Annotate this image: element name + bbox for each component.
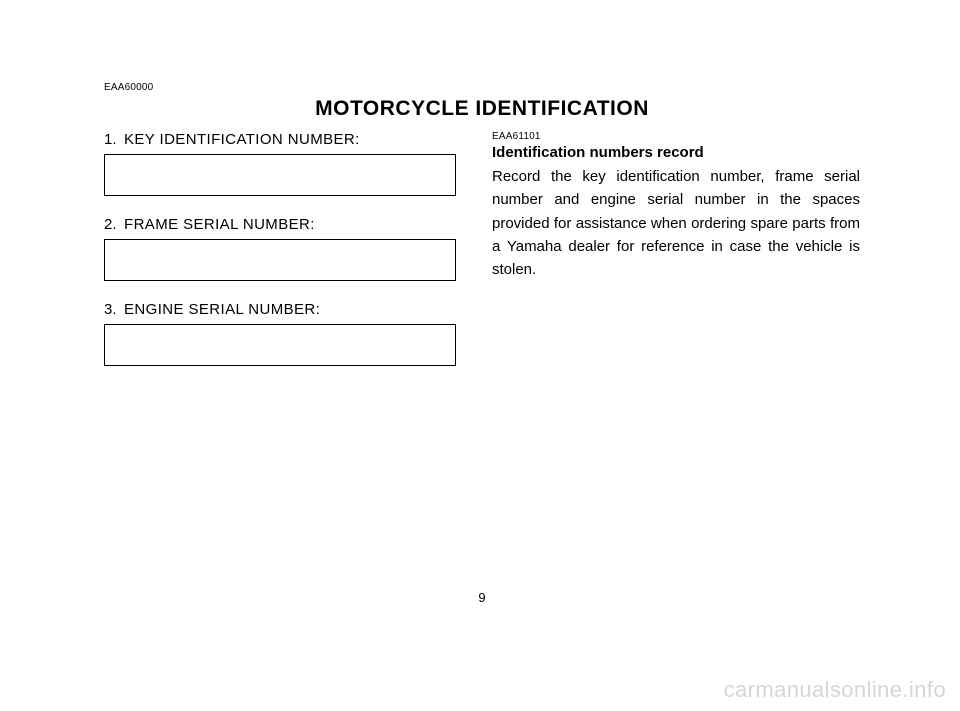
field-number: 1.: [104, 131, 124, 148]
page-number: 9: [104, 590, 860, 605]
input-box-key-id: [104, 154, 456, 196]
section-body: Record the key identification number, fr…: [492, 165, 860, 281]
page-title: MOTORCYCLE IDENTIFICATION: [104, 97, 860, 121]
field-label: 3. ENGINE SERIAL NUMBER:: [104, 301, 456, 318]
input-box-frame-serial: [104, 239, 456, 281]
field-label: 2. FRAME SERIAL NUMBER:: [104, 216, 456, 233]
field-text: ENGINE SERIAL NUMBER:: [124, 301, 320, 318]
manual-page: EAA60000 MOTORCYCLE IDENTIFICATION 1. KE…: [104, 82, 860, 386]
field-key-id: 1. KEY IDENTIFICATION NUMBER:: [104, 131, 456, 196]
right-column: EAA61101 Identification numbers record R…: [492, 131, 860, 386]
field-number: 3.: [104, 301, 124, 318]
field-frame-serial: 2. FRAME SERIAL NUMBER:: [104, 216, 456, 281]
section-heading: Identification numbers record: [492, 144, 860, 161]
left-column: 1. KEY IDENTIFICATION NUMBER: 2. FRAME S…: [104, 131, 456, 386]
two-column-layout: 1. KEY IDENTIFICATION NUMBER: 2. FRAME S…: [104, 131, 860, 386]
field-label: 1. KEY IDENTIFICATION NUMBER:: [104, 131, 456, 148]
input-box-engine-serial: [104, 324, 456, 366]
field-engine-serial: 3. ENGINE SERIAL NUMBER:: [104, 301, 456, 366]
field-text: KEY IDENTIFICATION NUMBER:: [124, 131, 360, 148]
field-number: 2.: [104, 216, 124, 233]
document-code-section: EAA61101: [492, 131, 860, 142]
field-text: FRAME SERIAL NUMBER:: [124, 216, 315, 233]
document-code-top: EAA60000: [104, 82, 860, 93]
watermark-text: carmanualsonline.info: [724, 677, 946, 703]
